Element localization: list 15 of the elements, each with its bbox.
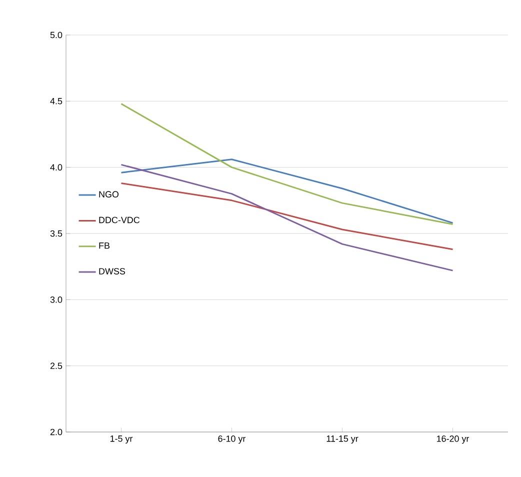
legend-label: DDC-VDC	[99, 216, 140, 224]
x-tick-label: 6-10 yr	[218, 436, 246, 444]
x-tick-label: 1-5 yr	[110, 436, 133, 444]
legend-label: FB	[99, 242, 110, 249]
y-tick-label: 5.0	[50, 32, 62, 38]
y-tick-label: 4.0	[50, 164, 62, 171]
y-tick-label: 2.0	[50, 428, 62, 436]
y-tick-label: 4.5	[50, 98, 62, 104]
y-tick-label: 2.5	[50, 362, 62, 370]
x-tick-label: 11-15 yr	[326, 436, 358, 444]
legend-label: DWSS	[99, 268, 126, 274]
y-tick-label: 3.0	[50, 296, 62, 303]
x-tick-label: 16-20 yr	[436, 436, 470, 444]
y-tick-label: 3.5	[50, 230, 62, 237]
legend-label: NGO	[99, 191, 119, 198]
